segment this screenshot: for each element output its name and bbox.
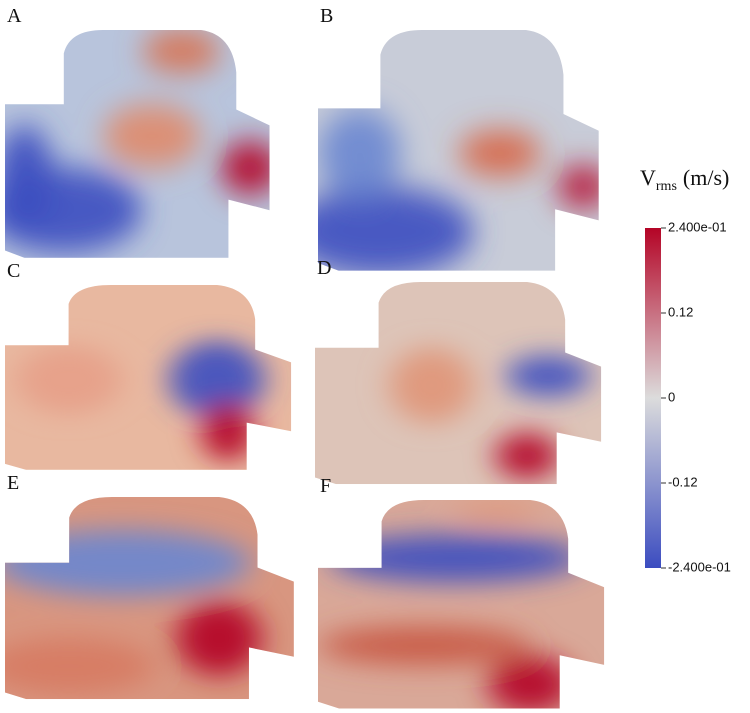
field-map	[5, 30, 270, 258]
colorbar-tick-label: 0	[668, 389, 675, 404]
colorbar	[645, 228, 661, 568]
panel	[318, 500, 605, 709]
panel-label: C	[7, 260, 20, 282]
panel	[5, 30, 270, 258]
panel-label: E	[7, 472, 19, 494]
panel	[5, 497, 294, 700]
field-map	[318, 500, 605, 709]
panel	[318, 30, 599, 271]
panel	[5, 285, 292, 470]
panel-label: B	[320, 5, 333, 27]
field-map	[318, 30, 599, 271]
colorbar-tick-label: 2.400e-01	[668, 219, 727, 234]
field-map	[5, 497, 294, 700]
panel	[315, 282, 602, 485]
colorbar-title: Vrms (m/s)	[640, 165, 729, 194]
colorbar-tick-label: -2.400e-01	[668, 559, 731, 574]
colorbar-tick-label: -0.12	[668, 474, 698, 489]
field-map	[5, 285, 292, 470]
panel-label: F	[320, 475, 331, 497]
field-map	[315, 282, 602, 485]
colorbar-tick-label: 0.12	[668, 304, 693, 319]
panel-label: D	[317, 257, 331, 279]
panel-label: A	[7, 5, 22, 27]
